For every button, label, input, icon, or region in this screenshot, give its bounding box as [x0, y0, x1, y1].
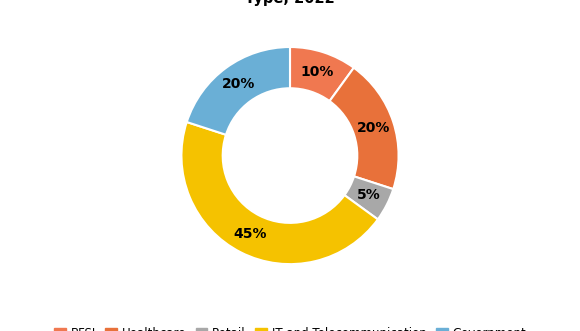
- Wedge shape: [345, 176, 393, 219]
- Title: Integration and Orchestration Middleware Market, by Application
Type, 2022: Integration and Orchestration Middleware…: [19, 0, 561, 6]
- Text: 5%: 5%: [357, 188, 380, 203]
- Wedge shape: [290, 47, 354, 101]
- Legend: BFSI, Healthcare, Retail, IT and Telecommunication, Government: BFSI, Healthcare, Retail, IT and Telecom…: [49, 323, 531, 331]
- Wedge shape: [182, 122, 378, 264]
- Text: 20%: 20%: [357, 121, 390, 135]
- Text: 45%: 45%: [233, 227, 267, 241]
- Text: 10%: 10%: [300, 65, 334, 79]
- Wedge shape: [187, 47, 290, 135]
- Text: 20%: 20%: [222, 77, 255, 91]
- Wedge shape: [329, 68, 398, 189]
